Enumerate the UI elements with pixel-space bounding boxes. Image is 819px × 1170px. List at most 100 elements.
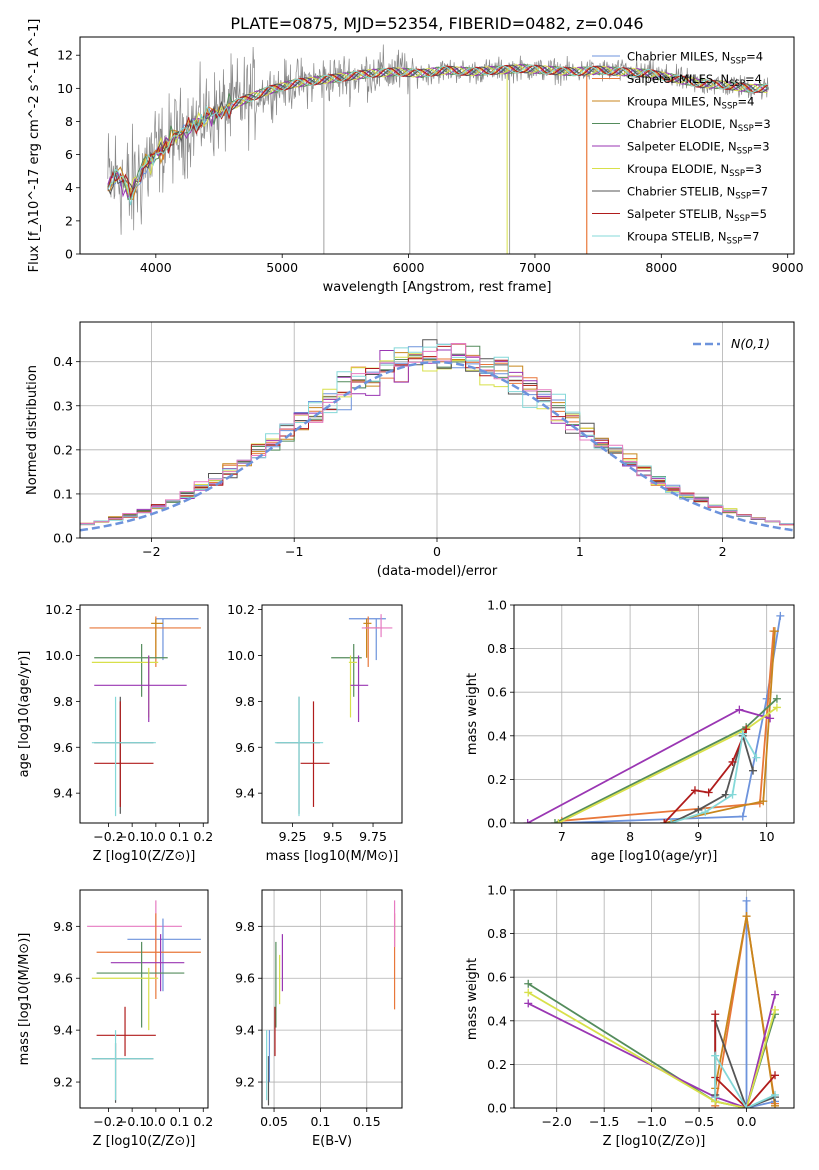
- legend-entry-value: =7: [742, 230, 759, 244]
- x-axis-label: E(B-V): [312, 1134, 352, 1149]
- x-tick-label: −2.0: [542, 1114, 572, 1129]
- x-tick-label: 10: [759, 829, 775, 844]
- model-spectrum-line: [107, 64, 768, 195]
- legend-entry-value: =3: [745, 162, 762, 176]
- y-tick-label: 0.1: [53, 486, 73, 501]
- x-axis-label: mass [log10(M/M⊙)]: [266, 849, 399, 864]
- weight-line: [527, 994, 776, 1108]
- y-tick-label: 9.6: [53, 971, 73, 986]
- y-tick-label: 9.6: [235, 971, 255, 986]
- weight-marker: [524, 979, 533, 988]
- errorbar-point: [155, 618, 199, 661]
- legend-entry-value: =4: [737, 95, 754, 109]
- errorbar-point: [96, 913, 201, 999]
- weight-marker: [701, 808, 710, 817]
- residual-histogram: [80, 343, 794, 525]
- legend-entry: Kroupa STELIB, NSSP=7: [627, 230, 759, 247]
- weight-marker: [711, 1093, 720, 1102]
- mass-vs-Z-axes: [87, 900, 201, 1103]
- residual-histogram: [80, 353, 794, 525]
- x-tick-label: −0.1: [117, 1114, 147, 1129]
- x-tick-label: 0.1: [170, 829, 190, 844]
- x-tick-label: 0.0: [146, 1114, 166, 1129]
- weight-marker: [550, 819, 559, 823]
- residuals-axes: [80, 322, 794, 539]
- x-tick-label: 5000: [266, 260, 298, 275]
- mass-vs-Z-frame: −0.2−0.10.0 0.1 0.2 9.2 9.4 9.6 9.8 Z [log10(Z/…: [17, 889, 213, 1149]
- x-tick-label: 0.05: [260, 1114, 288, 1129]
- y-axis-label: age [log10(age/yr)]: [17, 651, 32, 778]
- weight-marker: [711, 1051, 720, 1060]
- weight-marker: [742, 1104, 751, 1108]
- y-tick-label: 1.0: [487, 598, 507, 613]
- x-axis-label: age [log10(age/yr)]: [591, 849, 718, 864]
- x-tick-label: 7: [558, 829, 566, 844]
- weight-marker: [742, 896, 751, 905]
- age-vs-mass-axes: [274, 614, 393, 817]
- errorbar-point: [151, 618, 163, 658]
- weight-vs-age-frame: 7 8 9 10 0.0 0.2 0.4 0.6 0.8 1.0 age [log10(age/yr…: [465, 598, 795, 864]
- mass-vs-EBV-grid: [262, 890, 402, 1108]
- y-tick-label: 4: [65, 180, 73, 195]
- y-tick-label: 10.0: [227, 648, 255, 663]
- legend-entry-value: =7: [751, 185, 768, 199]
- x-tick-label: −1: [285, 544, 303, 559]
- weight-marker: [752, 753, 761, 762]
- y-tick-label: 0.0: [487, 816, 507, 831]
- weight-line: [664, 631, 776, 823]
- weight-line: [527, 991, 776, 1108]
- errorbar-point: [361, 614, 393, 638]
- weight-marker: [742, 912, 751, 921]
- weight-marker: [554, 819, 563, 823]
- x-tick-label: 8: [626, 829, 634, 844]
- residuals-frame: −2 −1 0 1 2 0.0 0.1 0.2 0.3 0.4 (data-model)/error…: [25, 321, 795, 579]
- y-tick-label: 9.4: [53, 786, 73, 801]
- x-tick-label: 0.1: [170, 1114, 190, 1129]
- y-tick-label: 8: [65, 114, 73, 129]
- legend-entry-subscript: SSP: [737, 147, 753, 157]
- weight-series: [557, 627, 778, 823]
- x-axis-label: Z [log10(Z/Z⊙)]: [603, 1134, 706, 1149]
- weight-marker: [770, 627, 779, 636]
- weight-series: [711, 912, 780, 1108]
- mass-vs-EBV-plot-area: [266, 900, 396, 1106]
- weight-vs-age-spine: [513, 604, 795, 824]
- legend-entry-subscript: SSP: [735, 192, 751, 202]
- weight-line: [714, 916, 776, 1106]
- x-tick-label: 4000: [140, 260, 172, 275]
- weight-marker: [735, 705, 744, 714]
- weight-series: [660, 725, 751, 823]
- errorbar-point: [350, 655, 369, 723]
- y-tick-label: 9.8: [235, 694, 255, 709]
- legend-entry-value: =3: [753, 140, 770, 154]
- y-tick-label: 9.6: [235, 740, 255, 755]
- x-tick-label: 0.0: [737, 1114, 757, 1129]
- errorbar-point: [91, 1043, 154, 1103]
- x-tick-label: 0.2: [193, 829, 213, 844]
- x-tick-label: 9.75: [359, 829, 387, 844]
- x-tick-label: 2: [719, 544, 727, 559]
- legend-entry-subscript: SSP: [730, 57, 746, 67]
- y-tick-label: 9.2: [235, 1075, 255, 1090]
- x-tick-label: 9: [694, 829, 702, 844]
- x-axis-label: wavelength [Angstrom, rest frame]: [323, 280, 552, 295]
- y-tick-label: 9.8: [53, 919, 73, 934]
- y-tick-label: 0.8: [487, 926, 507, 941]
- x-tick-label: 9.5: [323, 829, 343, 844]
- spectrum-plot-area: [107, 44, 770, 254]
- age-vs-Z-frame: −0.2−0.10.0 0.1 0.2 9.4 9.6 9.8 10.0 10.2 Z [log…: [17, 602, 213, 864]
- y-tick-label: 0.2: [53, 442, 73, 457]
- y-axis-label: mass weight: [465, 673, 480, 755]
- errorbar-point: [363, 618, 372, 658]
- x-tick-label: 9000: [772, 260, 804, 275]
- y-tick-label: 0.2: [487, 1057, 507, 1072]
- weight-marker: [524, 999, 533, 1008]
- weight-vs-Z-plot-area: [524, 896, 780, 1108]
- residuals-plot-area: [80, 339, 794, 532]
- weight-line: [561, 615, 782, 823]
- x-tick-label: −2: [142, 544, 160, 559]
- weight-marker: [524, 988, 533, 997]
- model-spectrum-line: [107, 64, 768, 206]
- errorbar-point: [91, 696, 156, 817]
- legend-entry: Salpeter STELIB, NSSP=5: [627, 207, 767, 224]
